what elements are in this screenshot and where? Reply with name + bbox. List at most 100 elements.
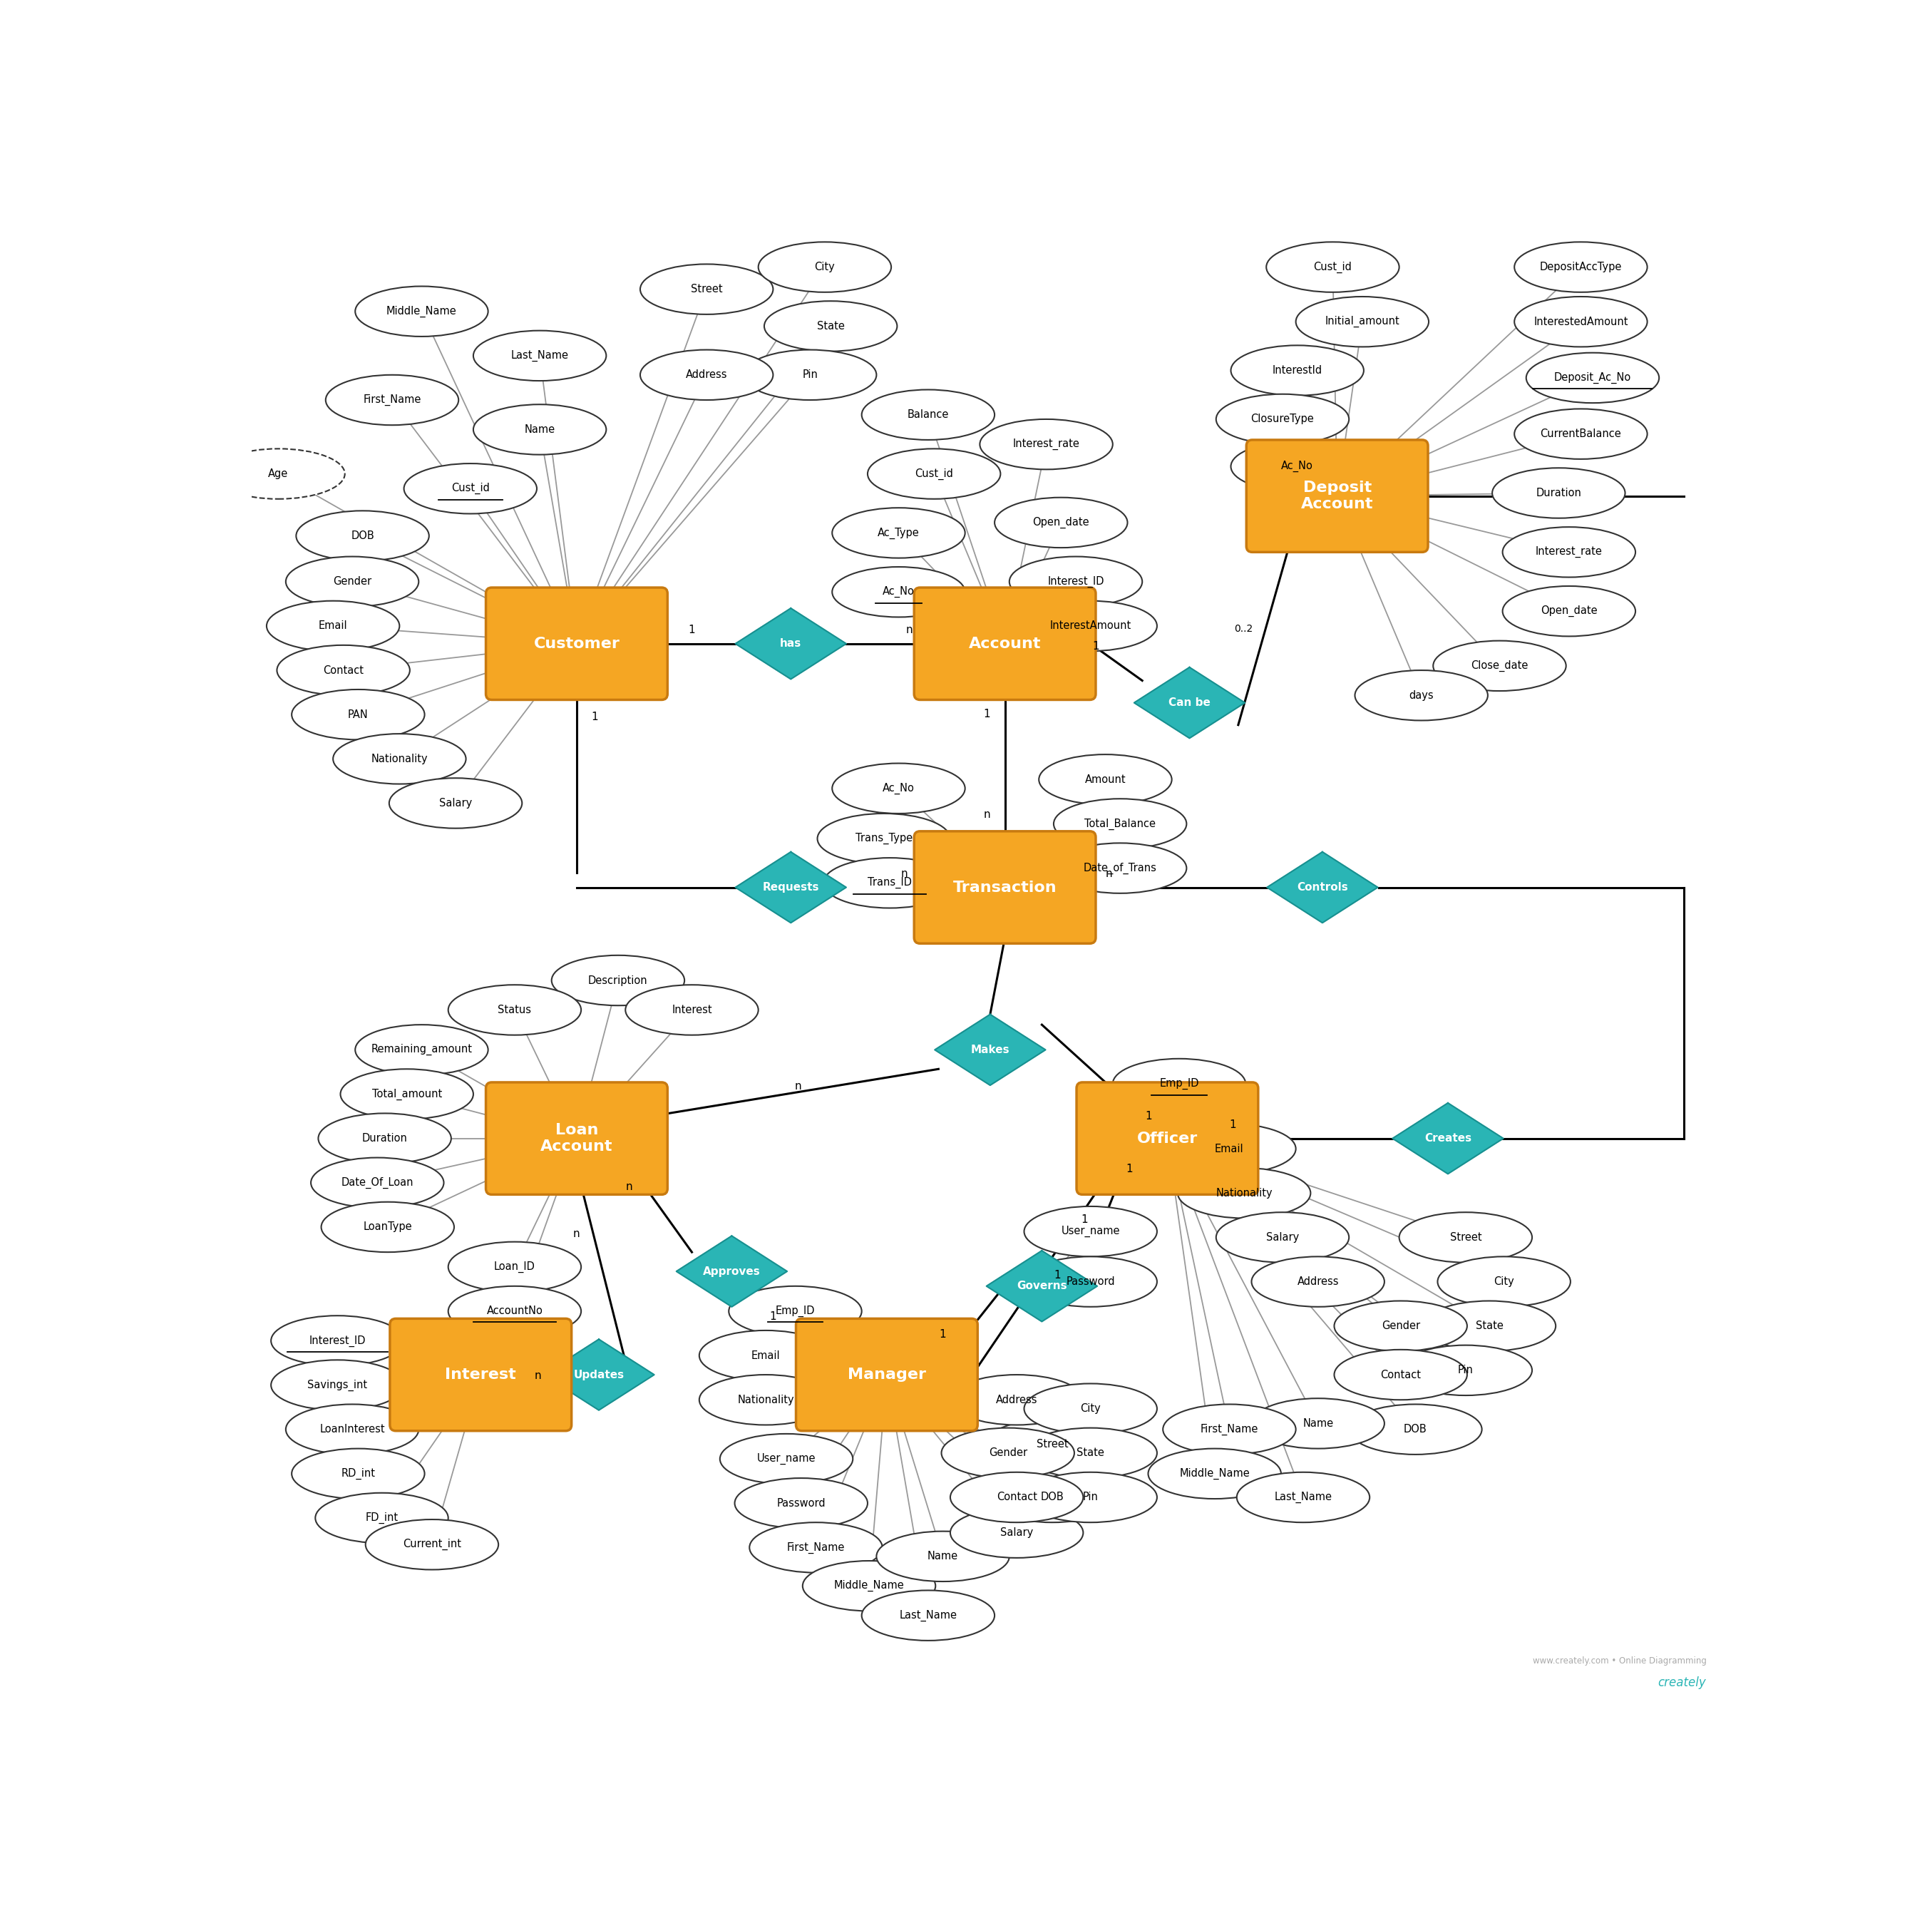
Text: DepositAccType: DepositAccType [1540,261,1623,272]
Text: Total_Balance: Total_Balance [1084,819,1155,830]
Ellipse shape [1399,1212,1532,1262]
Text: 1: 1 [769,1312,777,1322]
Text: 1: 1 [939,1329,947,1341]
Text: Trans_Type: Trans_Type [856,832,912,844]
Ellipse shape [728,1287,862,1337]
FancyBboxPatch shape [485,1082,667,1195]
Ellipse shape [1515,242,1648,292]
Text: Pin: Pin [1082,1492,1099,1502]
Ellipse shape [995,497,1128,549]
Text: n: n [1105,869,1113,878]
Text: 1: 1 [983,710,991,719]
Text: Name: Name [927,1552,958,1561]
Ellipse shape [1163,1124,1296,1174]
Text: Trans_ID: Trans_ID [867,877,912,888]
Ellipse shape [388,779,522,829]
Ellipse shape [311,1158,444,1208]
Polygon shape [1267,852,1378,923]
FancyBboxPatch shape [914,587,1095,700]
Text: 1: 1 [1146,1111,1151,1122]
Ellipse shape [270,1316,404,1366]
Text: Updates: Updates [574,1369,624,1381]
Ellipse shape [1335,1350,1466,1400]
Text: Nationality: Nationality [738,1394,794,1406]
Ellipse shape [292,1448,425,1498]
Polygon shape [736,852,846,923]
Text: Open_date: Open_date [1032,516,1090,527]
Ellipse shape [355,1024,489,1074]
Text: days: days [1408,690,1434,700]
Ellipse shape [292,689,425,740]
Text: Date_Of_Loan: Date_Of_Loan [342,1178,413,1189]
Text: Open_date: Open_date [1540,606,1598,618]
Text: Street: Street [1449,1231,1482,1243]
Text: City: City [1493,1275,1515,1287]
Ellipse shape [473,405,607,455]
Ellipse shape [833,568,966,618]
Ellipse shape [327,374,458,426]
Text: Status: Status [498,1005,531,1015]
Text: Pin: Pin [1459,1366,1474,1375]
Ellipse shape [1252,1398,1385,1448]
Ellipse shape [1163,1404,1296,1454]
Ellipse shape [1024,1206,1157,1256]
FancyBboxPatch shape [1076,1082,1258,1195]
Text: Emp_ID: Emp_ID [775,1306,815,1318]
Ellipse shape [862,1590,995,1640]
Text: FD_int: FD_int [365,1511,398,1523]
Text: Transaction: Transaction [952,880,1057,894]
Ellipse shape [1434,641,1567,690]
Text: Pin: Pin [802,370,817,380]
Text: Current_int: Current_int [402,1538,462,1550]
Ellipse shape [340,1068,473,1120]
Text: 1: 1 [591,712,599,723]
Text: Close_date: Close_date [1470,660,1528,671]
Text: Salary: Salary [439,798,471,809]
Ellipse shape [734,1479,867,1529]
Text: Account: Account [968,637,1041,650]
Polygon shape [1393,1103,1503,1174]
Ellipse shape [639,349,773,401]
Text: Last_Name: Last_Name [898,1609,956,1621]
Text: State: State [1076,1448,1105,1458]
Text: www.creately.com • Online Diagramming: www.creately.com • Online Diagramming [1532,1657,1706,1665]
Text: Middle_Name: Middle_Name [386,305,456,316]
Text: Middle_Name: Middle_Name [835,1580,904,1592]
Text: 1: 1 [688,625,696,635]
Text: Gender: Gender [332,575,371,587]
Text: Password: Password [777,1498,825,1509]
Ellipse shape [639,265,773,315]
Ellipse shape [1009,556,1142,606]
Text: Middle_Name: Middle_Name [1179,1467,1250,1479]
Text: Governs: Governs [1016,1281,1066,1291]
Text: Age: Age [269,468,288,480]
Text: Cust_id: Cust_id [452,483,489,495]
Text: AccountNo: AccountNo [487,1306,543,1316]
Text: Contact: Contact [997,1492,1037,1502]
Text: LoanType: LoanType [363,1222,412,1233]
Text: Description: Description [587,974,647,986]
Text: City: City [815,261,835,272]
Ellipse shape [1053,798,1186,850]
Text: Salary: Salary [1001,1527,1034,1538]
Ellipse shape [1231,441,1364,491]
Text: Amount: Amount [1084,775,1126,784]
Ellipse shape [1215,393,1349,445]
Ellipse shape [626,984,759,1036]
Ellipse shape [1265,242,1399,292]
Text: Balance: Balance [908,409,949,420]
Ellipse shape [699,1331,833,1381]
Text: has: has [781,639,802,648]
Ellipse shape [213,449,344,499]
Text: First_Name: First_Name [786,1542,844,1554]
Text: Loan_ID: Loan_ID [495,1262,535,1274]
Text: Ac_No: Ac_No [883,587,914,598]
Text: InterestAmount: InterestAmount [1049,621,1132,631]
Text: Interest_rate: Interest_rate [1012,439,1080,451]
Ellipse shape [699,1375,833,1425]
Ellipse shape [1437,1256,1571,1306]
Text: Approves: Approves [703,1266,761,1277]
Text: Address: Address [686,370,728,380]
Text: Gender: Gender [1381,1322,1420,1331]
Ellipse shape [1503,587,1636,637]
